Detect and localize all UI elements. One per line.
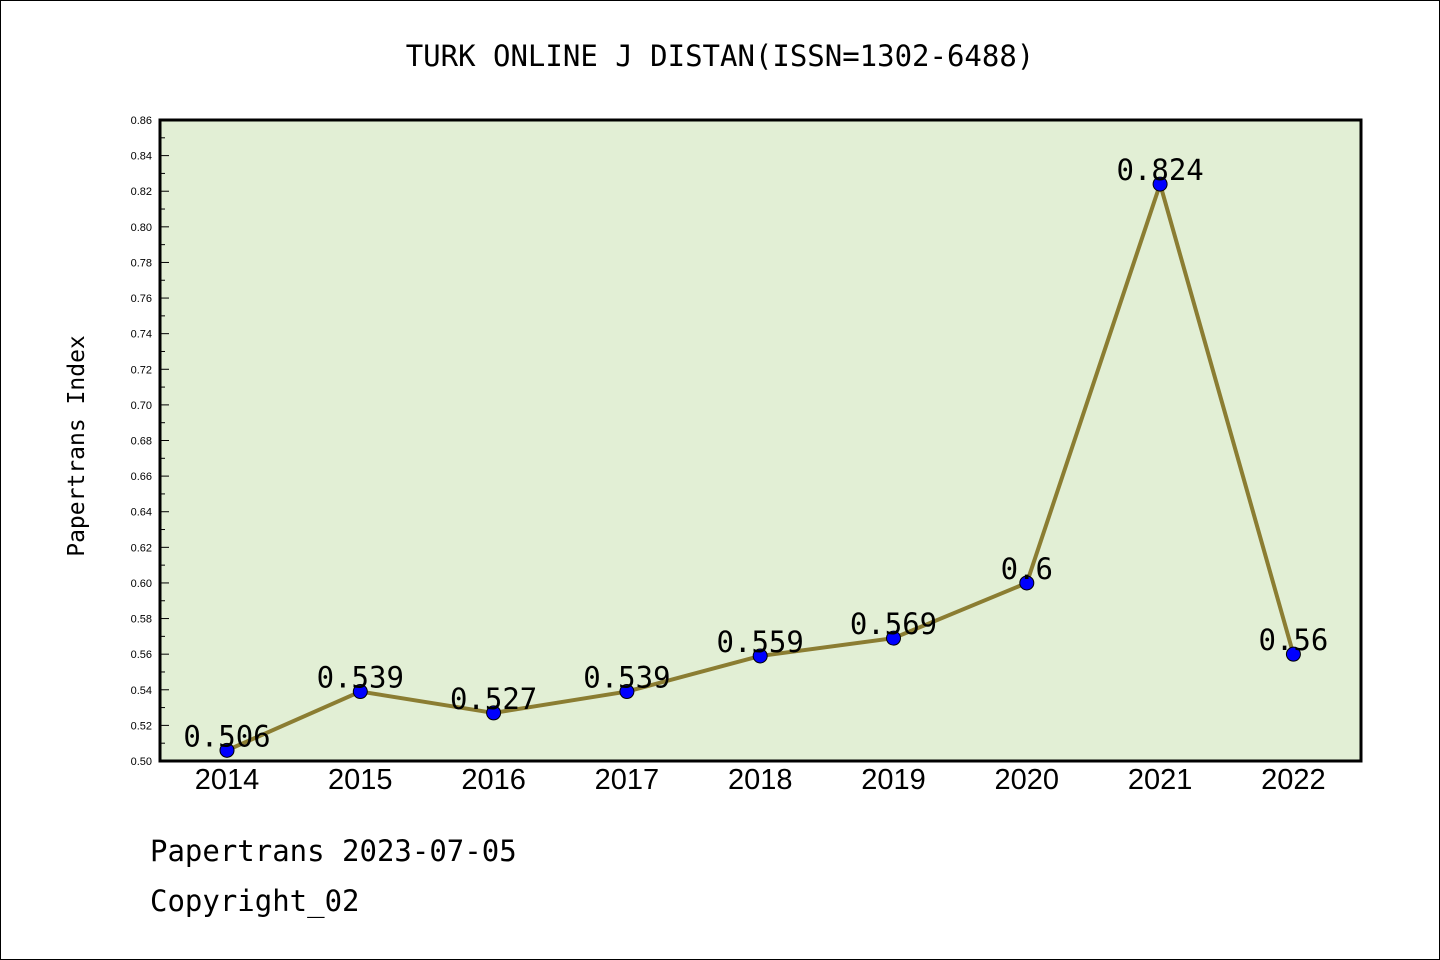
x-tick-label: 2020: [995, 764, 1060, 796]
x-tick-label: 2019: [861, 764, 926, 796]
y-tick-label: 0.72: [131, 364, 152, 376]
y-tick-label: 0.50: [131, 756, 152, 768]
data-label: 0.539: [317, 661, 404, 695]
plot-area: 0.50 0.52 0.54 0.56 0.58 0.60 0.62 0.64 0.66 0.68…: [131, 115, 1363, 796]
data-label: 0.539: [583, 661, 670, 695]
y-tick-label: 0.66: [131, 471, 152, 483]
data-label: 0.6: [1001, 552, 1053, 586]
y-tick-label: 0.64: [131, 507, 152, 519]
data-point: [486, 705, 502, 721]
data-label: 0.824: [1116, 153, 1203, 187]
data-point: [752, 648, 768, 664]
data-label: 0.527: [450, 682, 537, 716]
x-tick-label: 2016: [461, 764, 526, 796]
y-tick-label: 0.54: [131, 685, 152, 697]
data-point: [1285, 646, 1301, 662]
data-label: 0.559: [717, 625, 804, 659]
y-tick-label: 0.80: [131, 222, 152, 234]
source-date-text: Papertrans 2023-07-05: [150, 834, 517, 868]
y-tick-label: 0.68: [131, 436, 152, 448]
y-tick-label: 0.58: [131, 614, 152, 626]
y-tick-label: 0.60: [131, 578, 152, 590]
data-point: [619, 684, 635, 700]
y-tick-label: 0.86: [131, 115, 152, 127]
data-point: [886, 630, 901, 646]
copyright-text: Copyright_02: [150, 884, 360, 918]
plot-border: [158, 118, 1363, 763]
x-tick-label: 2017: [595, 764, 660, 796]
data-label: 0.569: [850, 607, 937, 641]
x-tick-label: 2018: [728, 764, 793, 796]
y-tick-label: 0.82: [131, 186, 152, 198]
x-tick-label: 2015: [328, 764, 393, 796]
y-tick-label: 0.74: [131, 329, 152, 341]
data-label: 0.506: [183, 719, 270, 753]
y-tick-label: 0.70: [131, 400, 152, 412]
y-tick-label: 0.56: [131, 649, 152, 661]
y-tick-label: 0.84: [131, 151, 152, 163]
data-point: [1152, 176, 1168, 192]
y-tick-label: 0.52: [131, 720, 152, 732]
data-label: 0.56: [1258, 623, 1328, 657]
y-tick-label: 0.76: [131, 293, 152, 305]
y-tick-label: 0.62: [131, 542, 152, 554]
y-axis-label: Papertrans Index: [64, 335, 90, 557]
x-tick-label: 2021: [1128, 764, 1193, 796]
chart-title: TURK ONLINE J DISTAN(ISSN=1302-6488): [406, 39, 1035, 73]
x-tick-label: 2014: [195, 764, 260, 796]
data-point: [1019, 575, 1035, 591]
x-tick-label: 2022: [1261, 764, 1326, 796]
y-tick-label: 0.78: [131, 257, 152, 269]
data-point: [219, 742, 235, 758]
data-point: [352, 684, 368, 700]
